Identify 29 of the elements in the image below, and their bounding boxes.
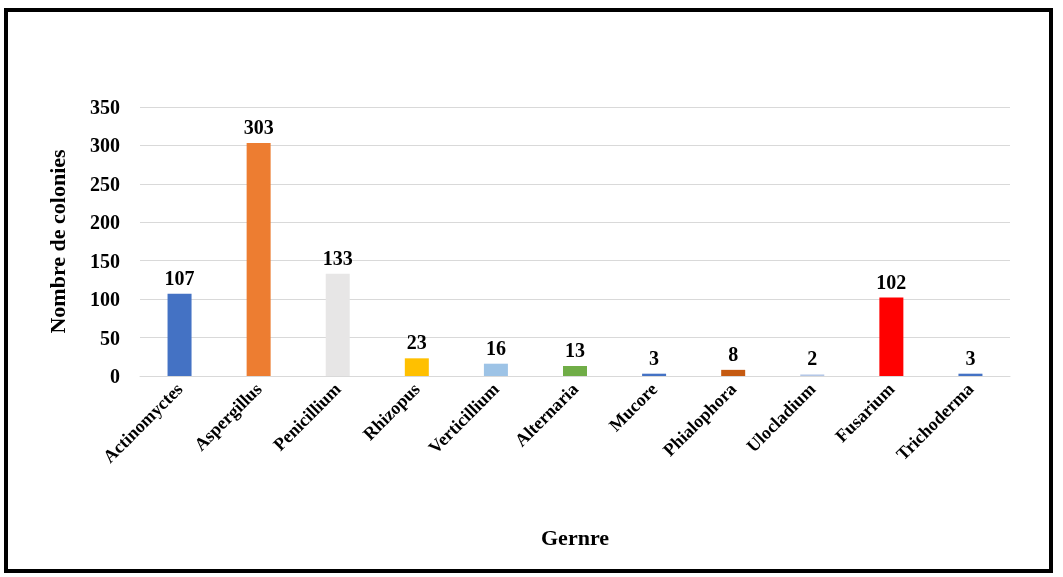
- data-label: 102: [876, 270, 907, 293]
- bar: [167, 293, 192, 376]
- bar: [879, 297, 904, 376]
- y-tick-label: 50: [100, 326, 120, 349]
- bar: [483, 363, 508, 376]
- y-tick-label: 150: [90, 249, 120, 272]
- data-label: 8: [728, 342, 739, 365]
- data-label: 3: [965, 346, 976, 369]
- data-label: 107: [164, 266, 195, 289]
- data-label: 13: [565, 339, 585, 362]
- y-axis-title: Nombre de colonies: [44, 149, 70, 334]
- bar: [563, 366, 587, 376]
- data-label: 303: [243, 116, 274, 139]
- data-label: 133: [322, 246, 353, 269]
- x-axis-title: Gernre: [540, 524, 610, 550]
- bar: [404, 358, 429, 376]
- data-label: 23: [406, 331, 427, 354]
- y-tick-label: 350: [90, 96, 120, 118]
- data-label: 16: [485, 336, 506, 359]
- bar: [721, 369, 746, 376]
- y-tick-label: 100: [90, 288, 120, 311]
- y-tick-label: 0: [110, 365, 120, 387]
- data-label: 2: [807, 347, 818, 370]
- y-tick-label: 250: [90, 172, 120, 195]
- data-label: 3: [649, 346, 660, 369]
- y-tick-label: 200: [90, 211, 120, 234]
- bar: [246, 143, 271, 376]
- bar: [325, 273, 350, 376]
- y-tick-label: 300: [90, 134, 120, 157]
